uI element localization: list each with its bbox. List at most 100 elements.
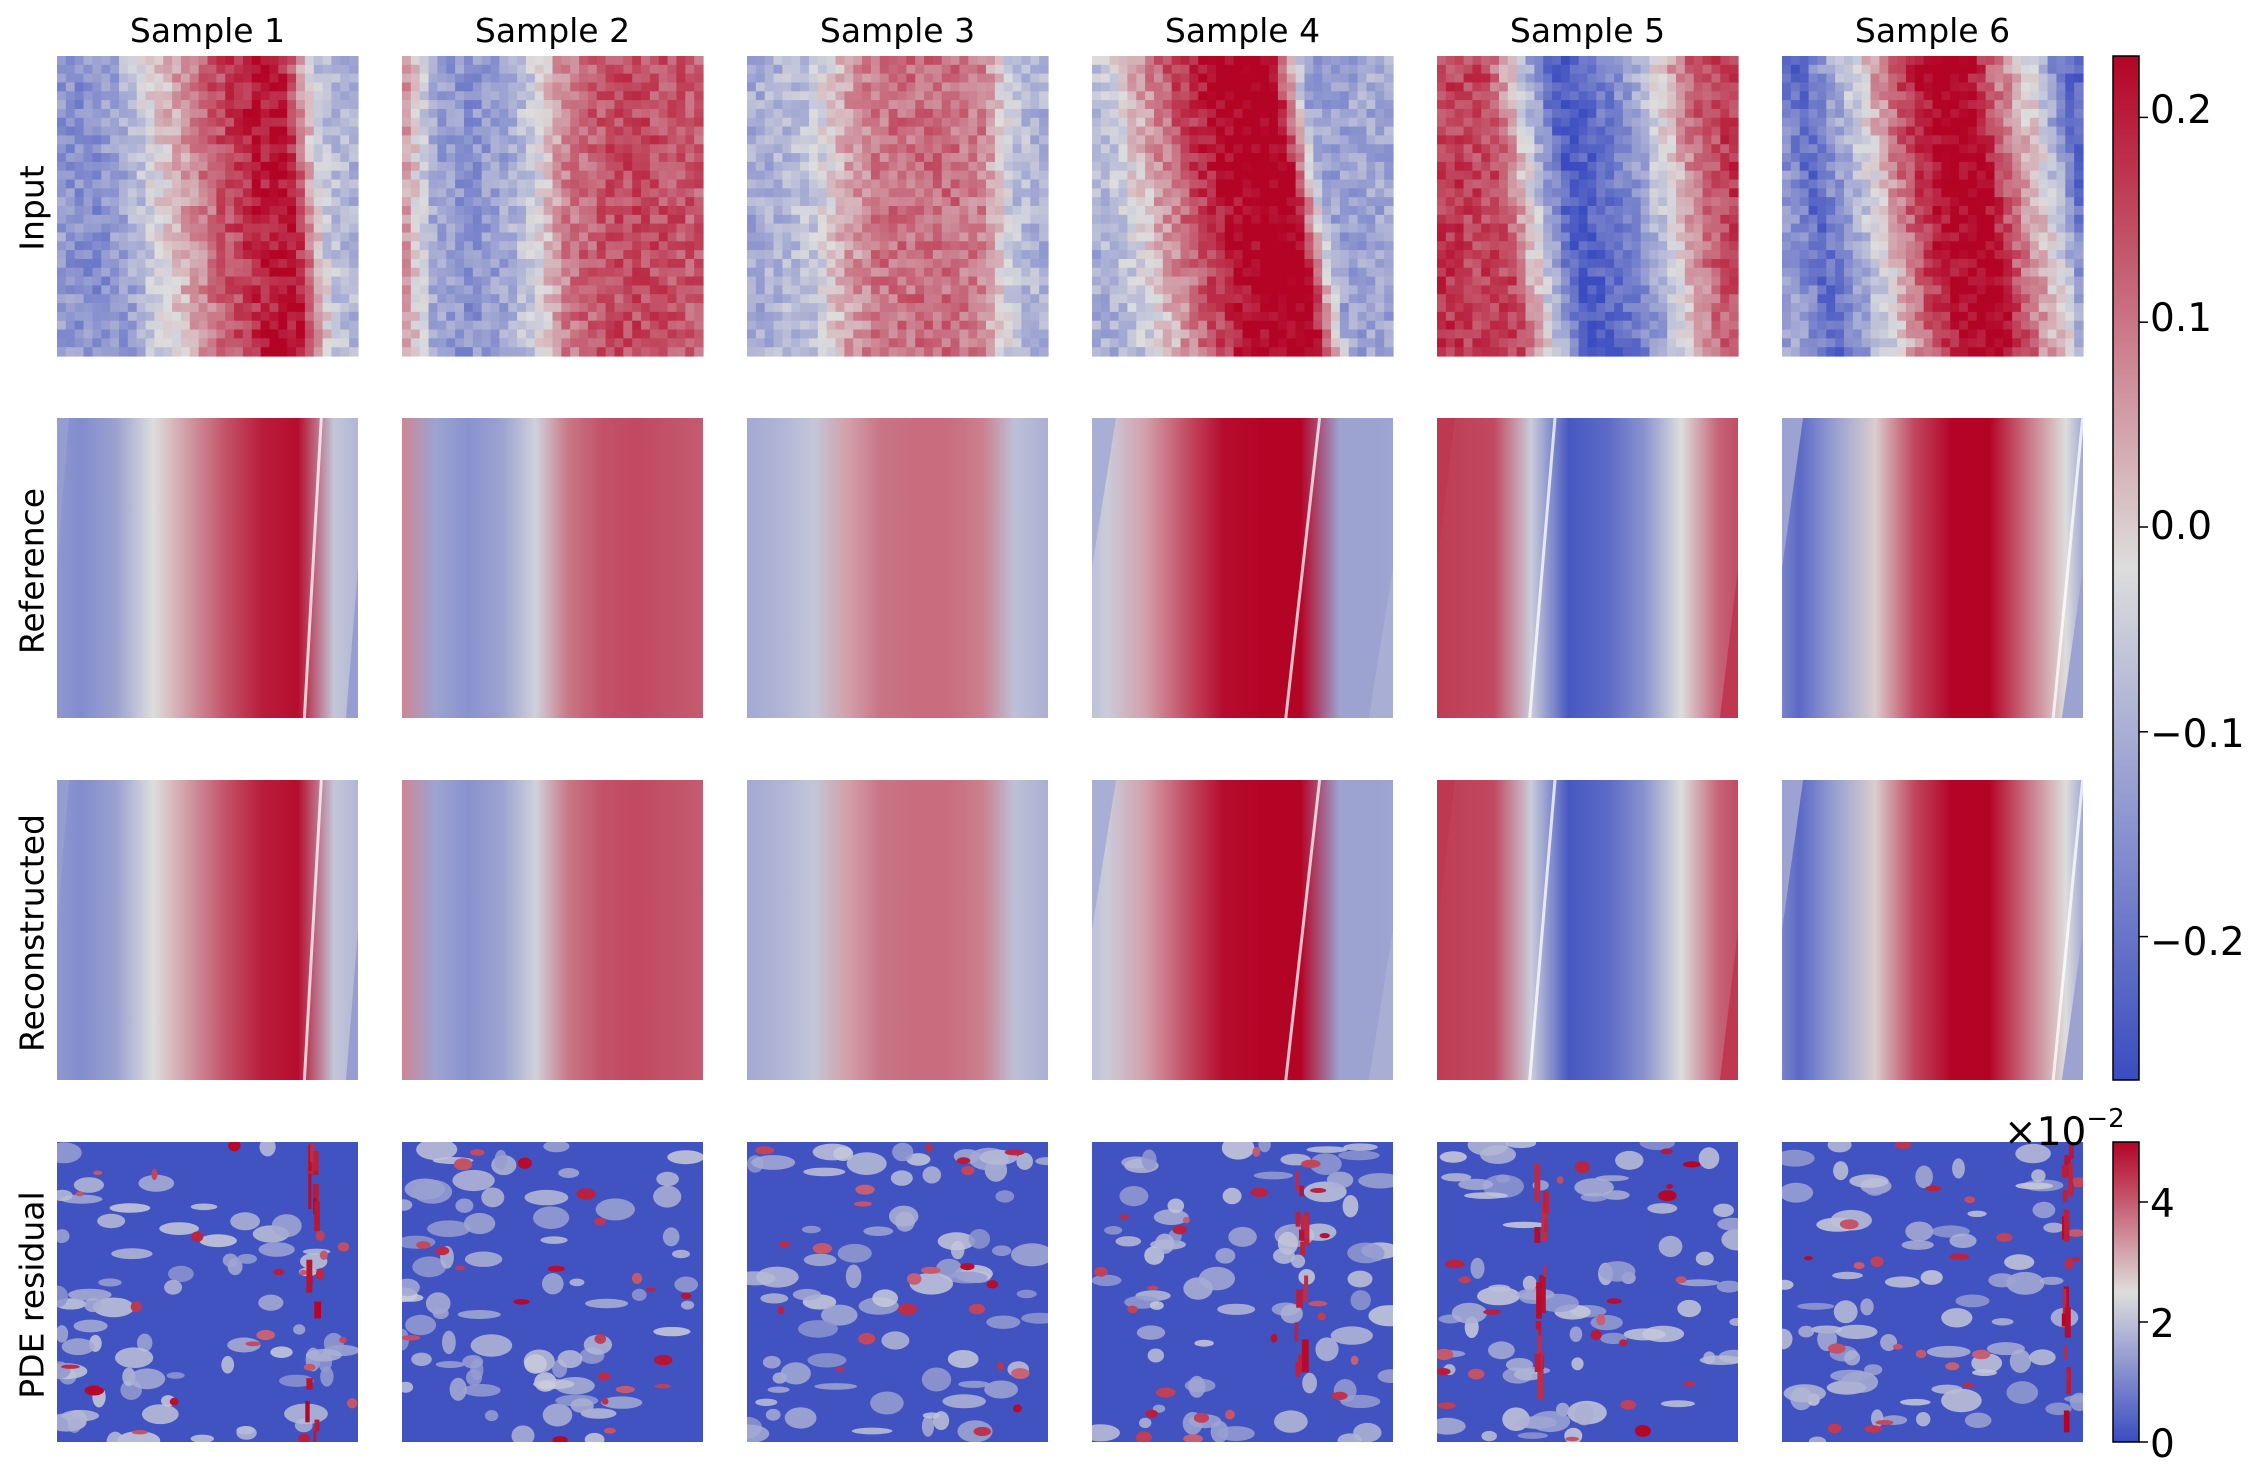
heatmap-cell	[906, 153, 916, 163]
heatmap-cell	[428, 258, 439, 269]
heatmap-cell	[614, 126, 624, 137]
heatmap-cell	[154, 329, 164, 339]
heatmap-cell	[658, 82, 669, 92]
heatmap-cell	[1313, 294, 1323, 304]
heatmap-cell	[278, 294, 288, 304]
residual-blob	[199, 1234, 237, 1248]
heatmap-cell	[552, 320, 562, 331]
heatmap-cell	[835, 197, 845, 207]
heatmap-cell	[747, 56, 757, 66]
heatmap-cell	[198, 320, 209, 331]
heatmap-cell	[57, 161, 67, 172]
heatmap-cell	[1171, 126, 1182, 137]
heatmap-cell	[1136, 276, 1146, 287]
heatmap-cell	[1313, 117, 1323, 128]
heatmap-cell	[234, 276, 244, 287]
heatmap-cell	[1100, 303, 1111, 313]
heatmap-cell	[915, 250, 925, 260]
heatmap-cell	[1277, 311, 1288, 322]
heatmap-cell	[1313, 153, 1323, 163]
heatmap-cell	[110, 241, 120, 251]
residual-blob	[230, 1212, 260, 1231]
heatmap-cell	[490, 223, 500, 234]
residual-blob	[1228, 1226, 1257, 1247]
heatmap-cell	[888, 100, 899, 110]
heatmap-cell	[1215, 329, 1226, 339]
heatmap-cell	[694, 241, 704, 251]
heatmap-cell	[579, 329, 589, 339]
heatmap-cell	[172, 267, 182, 278]
heatmap-cell	[977, 347, 987, 357]
heatmap-cell	[1286, 179, 1297, 189]
heatmap-cell	[1189, 91, 1199, 101]
heatmap-cell	[1375, 258, 1385, 269]
heatmap-cell	[579, 108, 589, 119]
heatmap-cell	[641, 320, 651, 331]
heatmap-cell	[685, 56, 695, 66]
heatmap-cell	[1375, 117, 1385, 128]
heatmap-cell	[1012, 170, 1023, 181]
heatmap-cell	[172, 338, 182, 348]
residual-blob	[958, 1380, 990, 1388]
heatmap-cell	[189, 179, 200, 189]
heatmap-cell	[446, 73, 456, 84]
heatmap-cell	[472, 100, 483, 110]
heatmap-cell	[189, 108, 200, 119]
residual-blob	[1104, 1226, 1123, 1235]
heatmap-cell	[1269, 294, 1279, 304]
heatmap-cell	[437, 144, 447, 154]
heatmap-cell	[207, 267, 217, 278]
heatmap-cell	[1092, 144, 1102, 154]
heatmap-cell	[614, 329, 624, 339]
heatmap-cell	[800, 82, 810, 92]
heatmap-cell	[808, 144, 819, 154]
heatmap-cell	[1162, 320, 1173, 331]
heatmap-cell	[1030, 250, 1040, 260]
heatmap-cell	[1189, 144, 1199, 154]
heatmap-cell	[207, 135, 217, 145]
heatmap-cell	[614, 241, 624, 251]
residual-blob	[986, 1315, 1021, 1329]
heatmap-cell	[552, 153, 562, 163]
heatmap-cell	[110, 64, 120, 75]
heatmap-cell	[207, 223, 217, 234]
heatmap-cell	[623, 347, 633, 357]
heatmap-cell	[915, 197, 925, 207]
heatmap-cell	[1322, 311, 1332, 322]
heatmap-cell	[605, 241, 616, 251]
heatmap-cell	[110, 100, 120, 110]
heatmap-cell	[163, 232, 173, 242]
heatmap-cell	[1145, 285, 1155, 295]
heatmap-cell	[870, 100, 881, 110]
heatmap-cell	[994, 108, 1005, 119]
heatmap-cell	[791, 126, 801, 137]
heatmap-cell	[410, 153, 421, 163]
heatmap-cell	[472, 311, 483, 322]
heatmap-cell	[216, 197, 226, 207]
heatmap-cell	[649, 276, 660, 287]
heatmap-cell	[340, 347, 350, 357]
heatmap-cell	[605, 56, 616, 66]
heatmap-cell	[1136, 126, 1146, 137]
heatmap-cell	[101, 161, 111, 172]
heatmap-cell	[1021, 206, 1031, 216]
heatmap-cell	[879, 347, 890, 357]
heatmap-cell	[1171, 56, 1182, 66]
residual-blob	[457, 1310, 501, 1319]
heatmap-cell	[260, 82, 271, 92]
heatmap-cell	[924, 329, 934, 339]
heatmap-cell	[534, 197, 545, 207]
heatmap-cell	[251, 320, 262, 331]
heatmap-cell	[428, 126, 439, 137]
heatmap-cell	[296, 170, 306, 181]
heatmap-cell	[808, 161, 819, 172]
heatmap-cell	[1162, 170, 1173, 181]
heatmap-cell	[463, 276, 474, 287]
heatmap-cell	[844, 303, 854, 313]
heatmap-cell	[402, 108, 412, 119]
heatmap-cell	[1127, 214, 1137, 225]
heatmap-cell	[180, 320, 191, 331]
heatmap-cell	[1021, 338, 1031, 348]
heatmap-cell	[632, 294, 642, 304]
heatmap-cell	[800, 117, 810, 128]
